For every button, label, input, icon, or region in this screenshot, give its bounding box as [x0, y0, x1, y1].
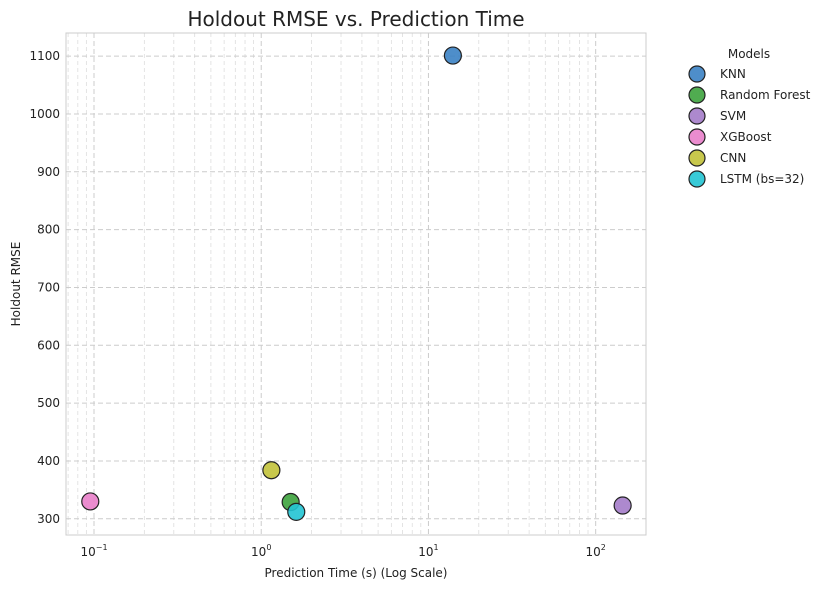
y-tick-label: 700	[37, 280, 60, 294]
x-tick-label: 102	[585, 543, 605, 559]
plot-area	[65, 32, 647, 536]
x-tick-label: 10−1	[80, 543, 107, 559]
legend-marker	[688, 86, 706, 104]
data-point	[81, 492, 100, 511]
legend-marker	[688, 128, 706, 146]
legend-marker	[688, 107, 706, 125]
legend-title: Models	[728, 47, 770, 61]
data-points	[81, 46, 632, 521]
y-tick-label: 1100	[29, 49, 60, 63]
y-tick-label: 800	[37, 223, 60, 237]
y-tick-label: 400	[37, 454, 60, 468]
legend-entry-label: KNN	[720, 67, 746, 81]
legend-entry-label: CNN	[720, 151, 746, 165]
y-tick-label: 600	[37, 338, 60, 352]
legend-entry-label: XGBoost	[720, 130, 772, 144]
x-tick-label: 101	[418, 543, 438, 559]
grid-lines	[66, 33, 647, 535]
y-tick-label: 300	[37, 512, 60, 526]
legend-entry-label: Random Forest	[720, 88, 811, 102]
y-tick-label: 500	[37, 396, 60, 410]
x-axis-label: Prediction Time (s) (Log Scale)	[265, 566, 448, 580]
y-tick-label: 900	[37, 165, 60, 179]
data-point	[613, 496, 632, 515]
y-axis-label: Holdout RMSE	[9, 242, 23, 327]
data-point	[287, 502, 306, 521]
x-tick-label: 100	[251, 543, 271, 559]
legend-marker	[688, 170, 706, 188]
chart-title: Holdout RMSE vs. Prediction Time	[187, 7, 524, 31]
legend-entry-label: LSTM (bs=32)	[720, 172, 804, 186]
axis-ticks: 300 400 500 600 700 800 900 1000 1100 10−1 100 101 1…	[29, 49, 605, 559]
legend-entry-label: SVM	[720, 109, 746, 123]
y-tick-label: 1000	[29, 107, 60, 121]
legend-marker	[688, 149, 706, 167]
data-point	[443, 46, 462, 65]
data-point	[262, 461, 281, 480]
legend-marker	[688, 65, 706, 83]
legend: Models KNN Random Forest SVM XGBoost CNN LSTM…	[688, 47, 811, 188]
